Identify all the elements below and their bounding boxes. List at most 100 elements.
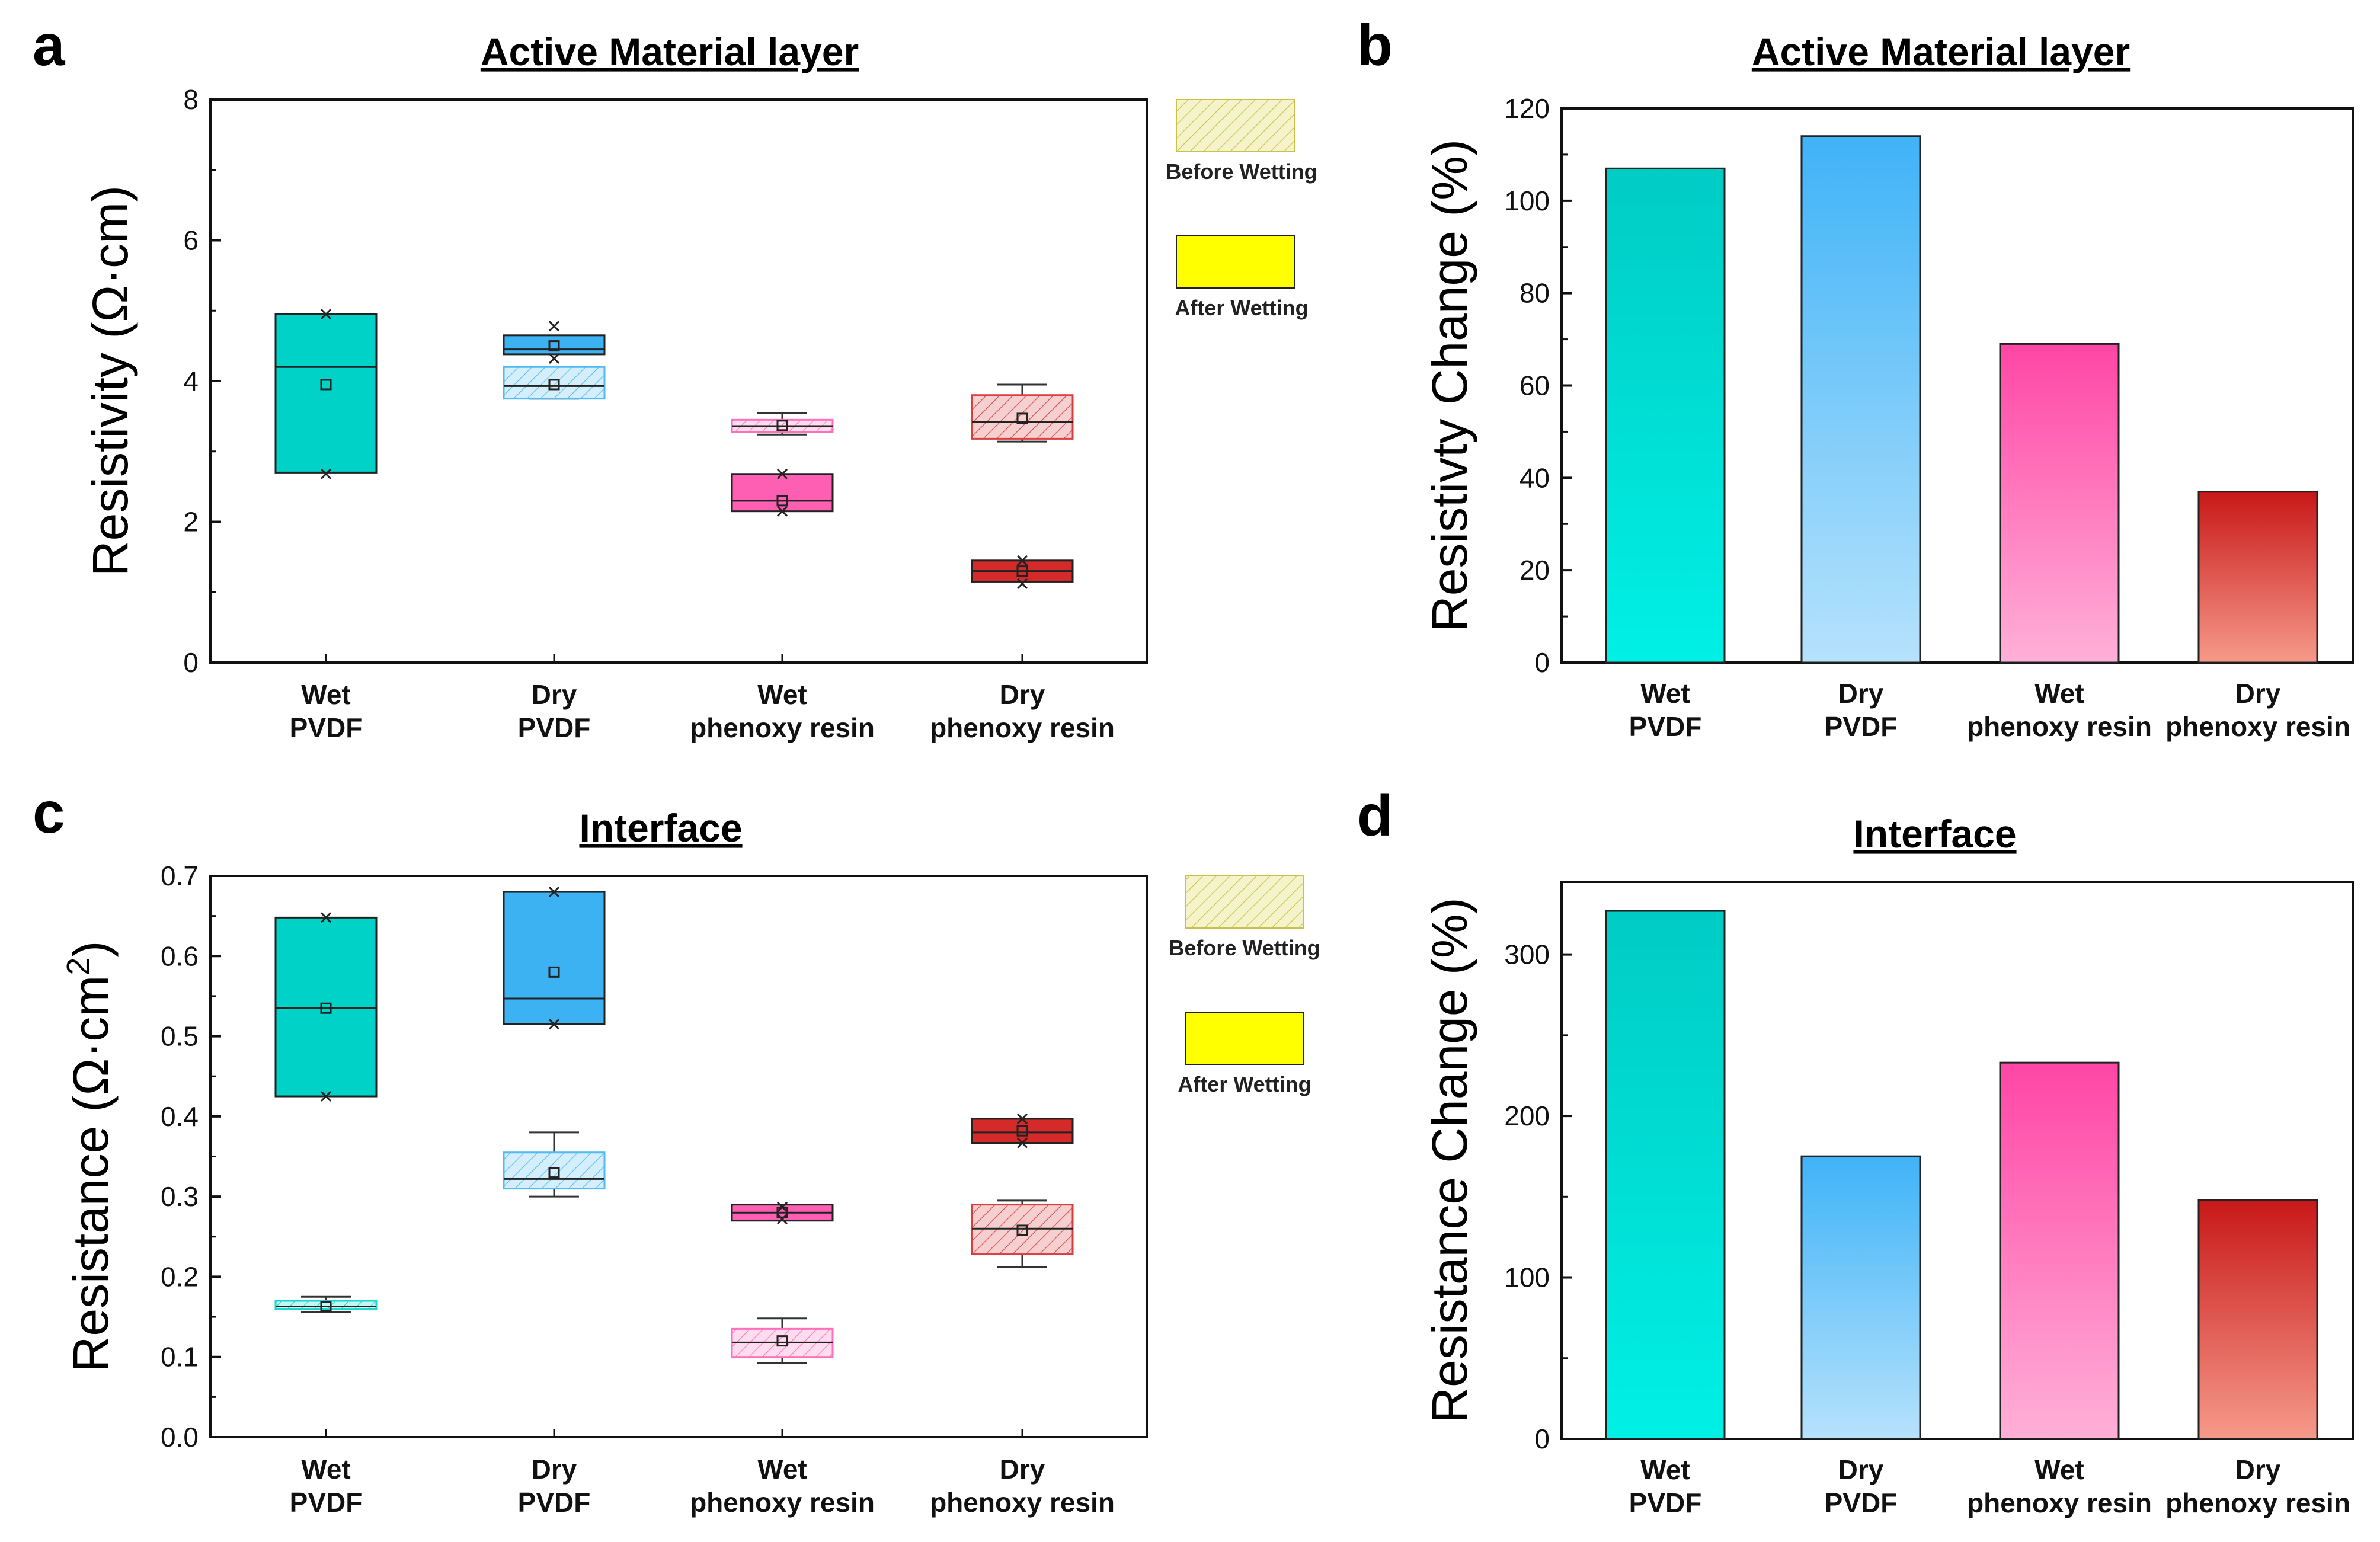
y-tick-label: 6 xyxy=(183,225,199,256)
y-tick-label: 0.0 xyxy=(161,1422,199,1453)
max-marker xyxy=(320,912,332,923)
box-body xyxy=(971,394,1074,440)
y-axis-label: Resistivity (Ω·cm) xyxy=(82,185,138,577)
category-label-line2: PVDF xyxy=(290,1487,363,1518)
box-before-3 xyxy=(731,1317,834,1365)
y-tick-label: 80 xyxy=(1520,278,1550,309)
max-marker xyxy=(548,886,560,898)
plot-frame xyxy=(1560,881,2354,1440)
bar-1 xyxy=(1605,910,1726,1440)
y-tick-label: 0.5 xyxy=(161,1021,199,1052)
category-label-line2: PVDF xyxy=(518,1487,591,1518)
box-after-1 xyxy=(274,309,378,479)
mean-marker xyxy=(1016,565,1028,577)
y-axis-label-main: Resistance (Ω·cm xyxy=(63,975,119,1373)
category-label-line1: Wet xyxy=(301,1454,351,1485)
category-label-line2: PVDF xyxy=(1629,1487,1702,1518)
y-axis-label-sup: 2 xyxy=(60,958,96,975)
y-tick-label: 8 xyxy=(183,84,199,115)
mean-marker xyxy=(1016,1125,1028,1137)
box-after-4 xyxy=(971,1113,1074,1148)
category-label-line1: Dry xyxy=(2235,678,2281,709)
bar-3 xyxy=(1999,343,2120,664)
panel-letter: a xyxy=(33,12,66,78)
box-after-1 xyxy=(274,912,378,1102)
max-marker xyxy=(1016,555,1028,566)
box-before-3 xyxy=(731,411,834,436)
min-marker xyxy=(320,468,332,479)
category-label-line2: PVDF xyxy=(518,712,591,743)
legend-swatch-after xyxy=(1176,235,1295,289)
y-tick-label: 0.3 xyxy=(161,1181,199,1212)
max-marker xyxy=(776,1201,788,1213)
category-label-line2: phenoxy resin xyxy=(930,1487,1115,1518)
y-axis-label: Resistance (Ω·cm2) xyxy=(60,941,119,1373)
min-marker xyxy=(776,1213,788,1225)
mean-marker xyxy=(776,495,788,507)
y-tick-label: 60 xyxy=(1520,370,1550,401)
panel-title: Interface xyxy=(1853,812,2016,856)
mean-marker xyxy=(548,1167,560,1179)
box-after-4 xyxy=(971,555,1074,590)
y-axis-label: Resistivty Change (%) xyxy=(1422,139,1477,632)
box-before-1 xyxy=(274,1295,378,1313)
y-tick-label: 0.6 xyxy=(161,940,199,971)
y-tick-label: 120 xyxy=(1504,93,1550,124)
category-label-line2: phenoxy resin xyxy=(1967,711,2152,742)
panel-title: Interface xyxy=(579,806,742,850)
min-marker xyxy=(776,506,788,517)
y-axis-label-main: Resistivty Change (%) xyxy=(1422,139,1477,632)
panel-title: Active Material layer xyxy=(1752,30,2130,73)
panel-b: b Active Material layer 0 20 40 60 80 100 120 Res… xyxy=(1357,12,2354,742)
panel-a: a Active Material layer 0 2 4 6 8 Resistivity (… xyxy=(33,12,1317,743)
category-label-line1: Wet xyxy=(2034,1454,2084,1485)
y-tick-label: 0.4 xyxy=(161,1101,199,1132)
bar-4 xyxy=(2197,491,2318,664)
category-label-line1: Dry xyxy=(532,1454,577,1485)
mean-marker xyxy=(776,420,788,431)
category-label-line2: PVDF xyxy=(1825,711,1898,742)
y-axis-label-end: ) xyxy=(63,941,119,958)
min-marker xyxy=(548,1019,560,1030)
box-body xyxy=(274,313,378,474)
max-marker xyxy=(776,468,788,479)
box-body xyxy=(503,891,606,1025)
y-tick-label: 0 xyxy=(183,647,199,678)
category-label-line2: phenoxy resin xyxy=(930,712,1115,743)
min-marker xyxy=(1016,578,1028,590)
max-marker xyxy=(548,321,560,332)
bar-2 xyxy=(1800,1155,1921,1440)
box-before-2 xyxy=(503,1131,606,1198)
legend: Before Wetting After Wetting xyxy=(1169,875,1320,1096)
y-tick-label: 40 xyxy=(1520,462,1550,493)
category-label-line2: PVDF xyxy=(1825,1487,1898,1518)
category-label-line2: phenoxy resin xyxy=(690,1487,875,1518)
category-label-line2: phenoxy resin xyxy=(690,712,875,743)
y-tick-label: 0 xyxy=(1534,1423,1550,1454)
mean-marker xyxy=(320,1300,332,1312)
mean-marker xyxy=(1016,1224,1028,1236)
y-tick-label: 100 xyxy=(1504,1262,1550,1293)
y-tick-label: 300 xyxy=(1504,939,1550,970)
box-after-3 xyxy=(731,468,834,517)
bar-2 xyxy=(1800,135,1921,664)
y-tick-label: 2 xyxy=(183,507,199,538)
panel-title: Active Material layer xyxy=(481,30,859,73)
max-marker xyxy=(1016,1113,1028,1124)
min-marker xyxy=(320,1090,332,1102)
mean-marker xyxy=(320,379,332,391)
y-axis-label: Resistance Change (%) xyxy=(1422,897,1477,1423)
panel-d: d Interface 0 100 200 300 Resistance Change (%… xyxy=(1357,783,2354,1518)
box-after-2 xyxy=(503,321,606,364)
y-tick-label: 20 xyxy=(1520,555,1550,586)
panel-c: c Interface 0.0 0.1 0.2 0.3 0.4 0.5 0.6 0.7 Resist… xyxy=(33,780,1320,1518)
y-tick-label: 0.2 xyxy=(161,1261,199,1292)
category-label-line1: Wet xyxy=(1640,678,1690,709)
category-label-line1: Dry xyxy=(532,679,577,710)
panel-letter: d xyxy=(1357,783,1393,848)
panel-letter: c xyxy=(33,780,65,845)
mean-marker xyxy=(548,340,560,352)
legend-swatch-after xyxy=(1185,1012,1304,1065)
legend-label-before: Before Wetting xyxy=(1166,159,1317,184)
y-tick-label: 0.1 xyxy=(161,1342,199,1373)
